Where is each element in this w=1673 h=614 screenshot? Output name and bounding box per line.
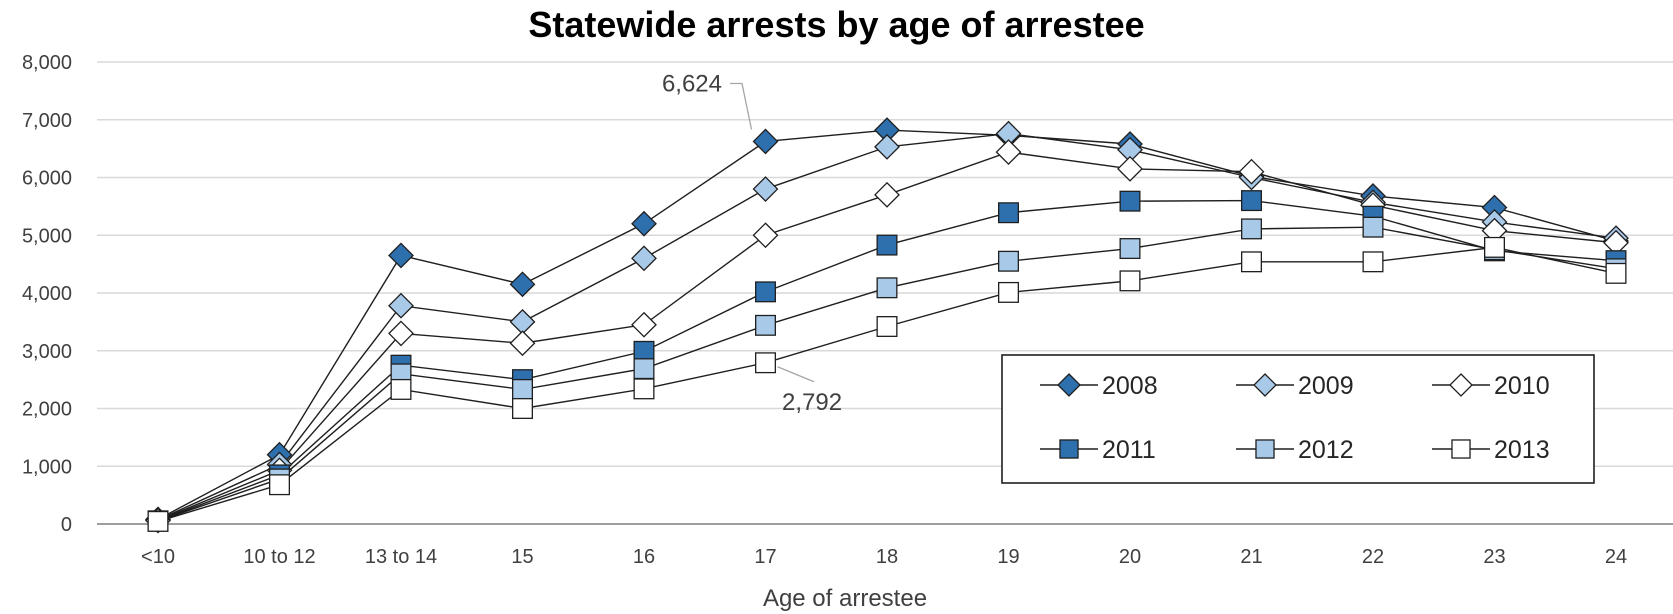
data-point-2011 xyxy=(755,281,776,303)
data-point-2013 xyxy=(1241,251,1262,273)
data-point-2010 xyxy=(752,222,779,249)
legend-label-2008: 2008 xyxy=(1102,372,1158,400)
data-point-2013 xyxy=(269,474,290,496)
y-axis-tick-labels: 0 1,000 2,000 3,000 4,000 5,000 6,000 7,000 8,00… xyxy=(22,52,72,536)
data-point-2012 xyxy=(512,378,533,400)
data-point-2008 xyxy=(752,128,779,155)
data-point-2009 xyxy=(388,292,414,319)
x-tick-label: 15 xyxy=(511,546,533,568)
y-tick-label: 2,000 xyxy=(22,399,72,421)
data-point-2013 xyxy=(147,510,169,532)
data-point-2013 xyxy=(998,281,1019,303)
data-point-2010 xyxy=(1117,155,1143,182)
legend-box xyxy=(1001,354,1595,484)
y-tick-label: 6,000 xyxy=(22,168,72,190)
data-annotations: 6,624 2,792 xyxy=(662,70,842,415)
x-tick-label: 18 xyxy=(876,546,898,568)
x-tick-label: 10 to 12 xyxy=(243,546,315,568)
x-tick-label: 16 xyxy=(633,546,655,568)
gridlines xyxy=(97,61,1673,467)
data-point-2009 xyxy=(752,176,779,202)
legend-marker-2008 xyxy=(1057,373,1081,397)
data-point-2012 xyxy=(1362,216,1384,238)
data-point-2011 xyxy=(1241,190,1262,212)
x-tick-label: <10 xyxy=(141,546,175,568)
x-axis-tick-labels: <10 10 to 12 13 to 14 15 16 17 18 19 20 21 22 23 24 xyxy=(141,546,1627,568)
data-point-2012 xyxy=(1119,238,1141,260)
data-point-2013 xyxy=(633,378,655,400)
data-point-2010 xyxy=(631,311,657,338)
y-tick-label: 0 xyxy=(61,514,72,536)
data-point-2012 xyxy=(876,277,898,299)
data-point-2011 xyxy=(1119,190,1141,212)
data-point-2013 xyxy=(1119,270,1141,292)
data-point-2013 xyxy=(876,316,898,337)
chart-legend: 2008 2009 2010 2011 2012 2013 xyxy=(1001,354,1595,484)
data-point-2008 xyxy=(631,210,657,237)
data-point-2011 xyxy=(998,202,1019,224)
data-point-2013 xyxy=(1605,262,1627,284)
legend-label-2012: 2012 xyxy=(1298,436,1354,464)
data-point-2013 xyxy=(1484,236,1505,258)
y-tick-label: 3,000 xyxy=(22,341,72,363)
data-point-2009 xyxy=(509,308,536,335)
annotation-leader-line xyxy=(777,366,815,383)
x-tick-label: 13 to 14 xyxy=(365,546,437,568)
x-tick-label: 20 xyxy=(1119,546,1141,568)
legend-label-2013: 2013 xyxy=(1494,436,1550,464)
legend-marker-2010 xyxy=(1449,373,1473,397)
data-point-2010 xyxy=(1238,158,1265,185)
legend-marker-2013 xyxy=(1451,439,1471,459)
legend-marker-2012 xyxy=(1255,439,1275,459)
data-point-2009 xyxy=(631,245,657,272)
data-point-2012 xyxy=(998,250,1019,272)
x-tick-label: 24 xyxy=(1605,546,1627,568)
data-point-2009 xyxy=(874,133,900,160)
data-point-2010 xyxy=(874,181,900,208)
x-tick-label: 22 xyxy=(1362,546,1384,568)
chart-title: Statewide arrests by age of arrestee xyxy=(528,4,1145,45)
x-tick-label: 19 xyxy=(997,546,1019,568)
y-tick-label: 5,000 xyxy=(22,225,72,247)
data-point-2011 xyxy=(876,234,898,256)
data-point-2010 xyxy=(509,330,536,357)
legend-marker-2009 xyxy=(1253,373,1277,397)
legend-marker-2011 xyxy=(1059,439,1079,459)
data-point-2013 xyxy=(512,398,533,419)
data-point-2012 xyxy=(1241,218,1262,240)
legend-label-2010: 2010 xyxy=(1494,372,1550,400)
annotation-leader-line xyxy=(730,82,753,130)
data-label: 2,792 xyxy=(782,389,842,416)
y-tick-label: 4,000 xyxy=(22,283,72,305)
data-point-2013 xyxy=(1362,251,1384,273)
data-point-2012 xyxy=(755,314,776,336)
x-tick-label: 23 xyxy=(1483,546,1505,568)
data-point-2008 xyxy=(388,242,414,269)
data-point-2012 xyxy=(633,358,655,380)
y-tick-label: 7,000 xyxy=(22,110,72,132)
data-label: 6,624 xyxy=(662,70,722,97)
legend-label-2011: 2011 xyxy=(1102,436,1156,464)
data-point-2008 xyxy=(509,271,536,298)
legend-label-2009: 2009 xyxy=(1298,372,1354,400)
x-tick-label: 21 xyxy=(1240,546,1262,568)
data-point-2010 xyxy=(995,139,1022,166)
data-point-2010 xyxy=(388,320,414,347)
y-tick-label: 1,000 xyxy=(22,456,72,478)
data-point-2013 xyxy=(390,378,412,400)
y-tick-label: 8,000 xyxy=(22,52,72,74)
series-markers xyxy=(145,117,1629,534)
data-point-2013 xyxy=(755,352,776,374)
x-axis-title: Age of arrestee xyxy=(763,585,927,612)
x-tick-label: 17 xyxy=(754,546,776,568)
